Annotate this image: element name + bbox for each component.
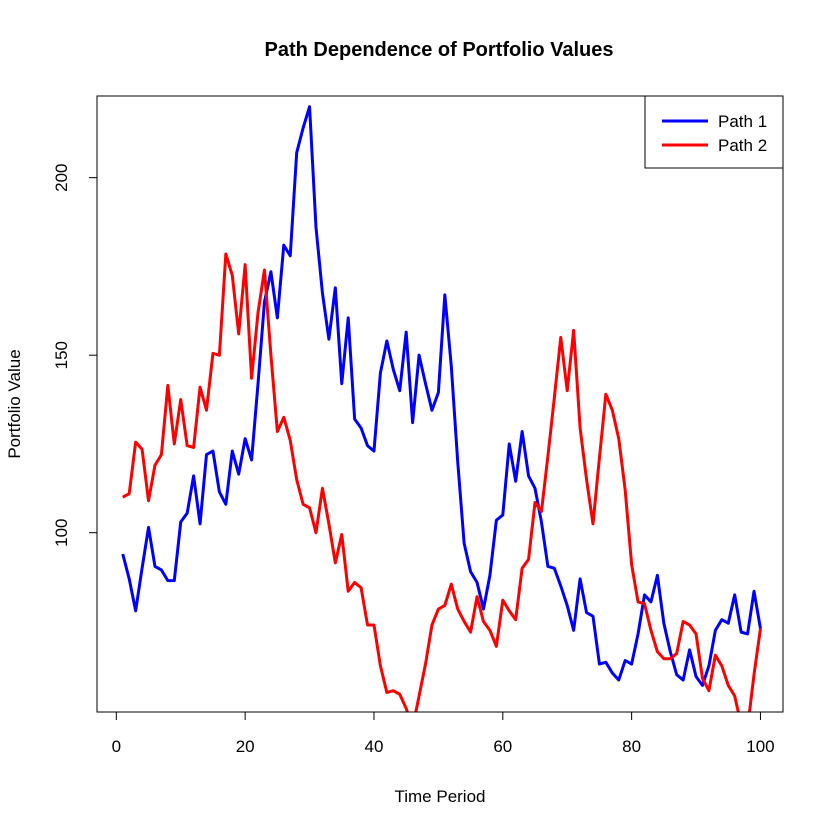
x-tick-label: 0 <box>112 737 121 756</box>
chart-title: Path Dependence of Portfolio Values <box>265 39 614 61</box>
series-line-path-2 <box>122 252 762 712</box>
legend-box <box>644 95 784 169</box>
x-tick-label: 100 <box>746 737 774 756</box>
legend: Path 1 Path 2 <box>644 95 784 169</box>
y-tick-label: 200 <box>52 163 71 191</box>
x-tick-label: 60 <box>493 737 512 756</box>
legend-label-path-2: Path 2 <box>718 136 767 155</box>
series-line-path-1 <box>121 105 762 687</box>
y-tick-label: 100 <box>52 519 71 547</box>
plot-frame <box>96 95 784 713</box>
y-axis: 100 150 200 <box>52 163 98 547</box>
x-tick-label: 80 <box>622 737 641 756</box>
x-axis: 0 20 40 60 80 100 <box>112 711 775 756</box>
y-tick-label: 150 <box>52 341 71 369</box>
x-tick-label: 20 <box>236 737 255 756</box>
x-tick-label: 40 <box>365 737 384 756</box>
legend-label-path-1: Path 1 <box>718 112 767 131</box>
x-axis-label: Time Period <box>394 787 485 806</box>
series-layer <box>121 105 762 712</box>
y-axis-label: Portfolio Value <box>5 349 24 458</box>
